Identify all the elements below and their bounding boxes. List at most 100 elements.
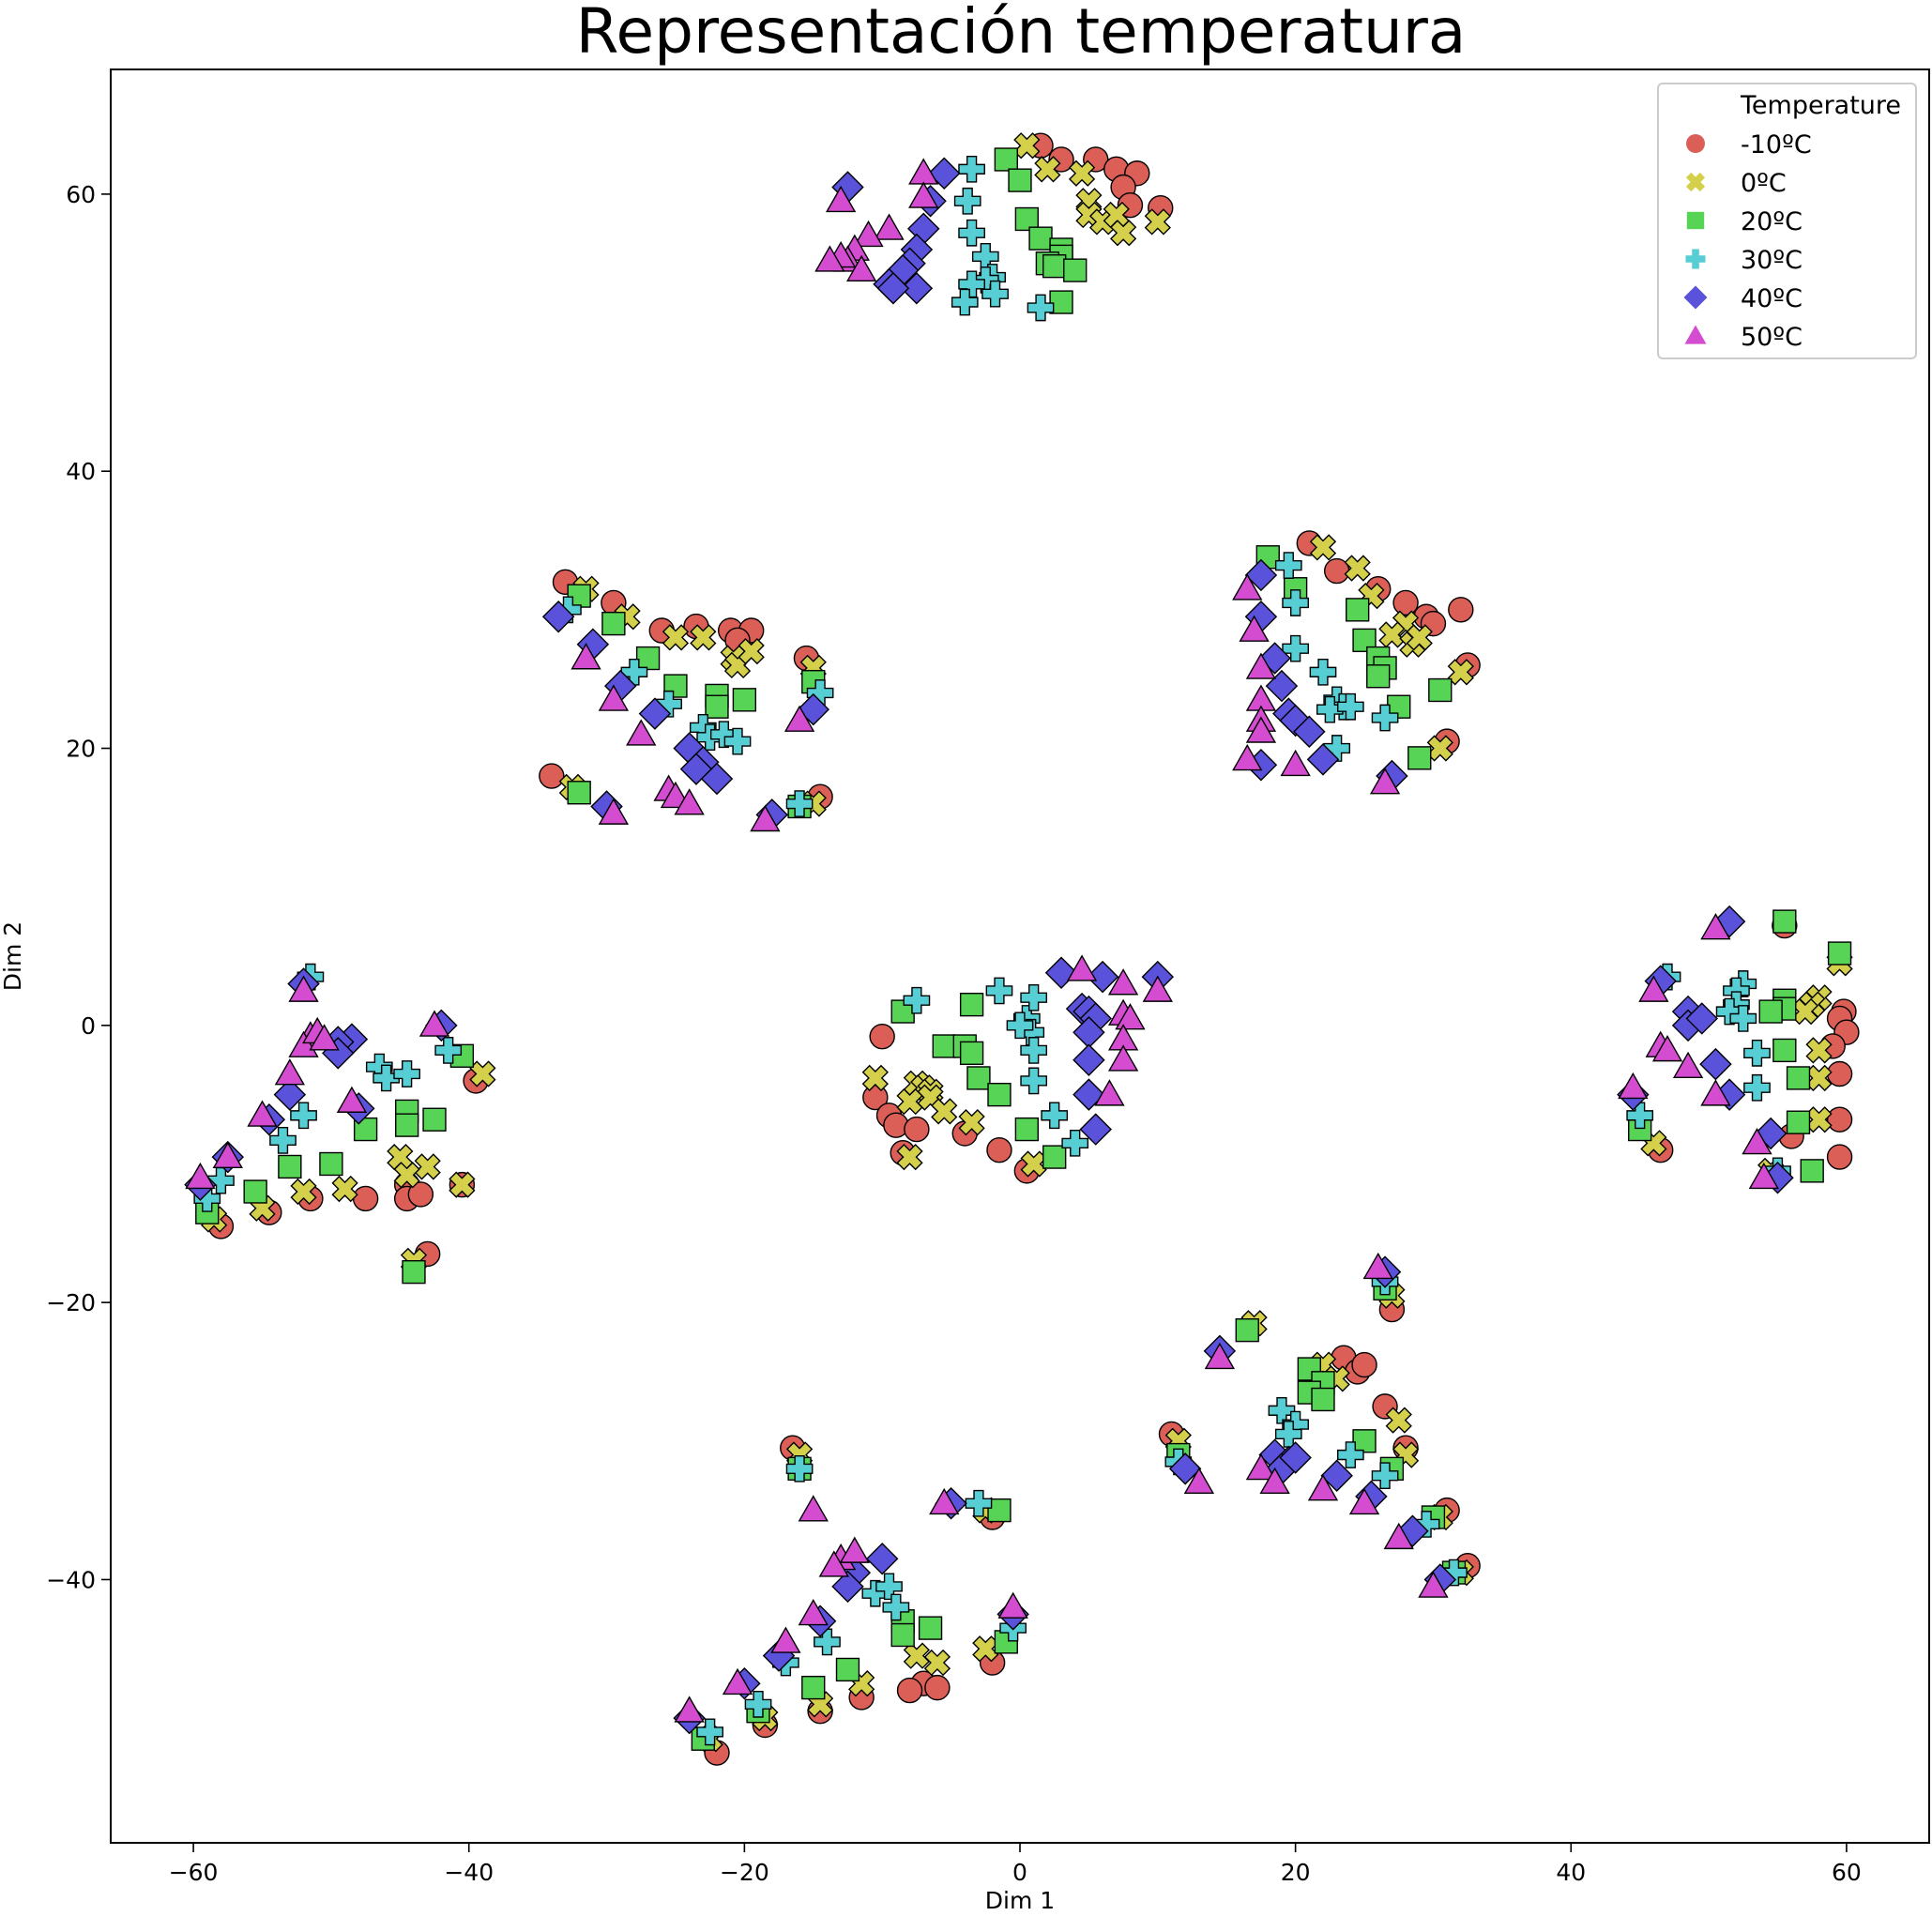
data-point xyxy=(1369,768,1401,795)
data-point xyxy=(869,1023,895,1050)
data-point xyxy=(1447,659,1474,686)
data-point xyxy=(1014,1117,1040,1142)
data-point xyxy=(1204,1342,1236,1370)
data-point xyxy=(1309,534,1337,561)
data-point xyxy=(243,1179,267,1204)
data-point xyxy=(723,727,752,755)
data-point xyxy=(831,1570,864,1604)
data-point xyxy=(407,1181,434,1208)
data-point xyxy=(1791,997,1818,1026)
data-point xyxy=(958,1109,985,1136)
data-point xyxy=(247,1100,278,1127)
x-tick-label: −40 xyxy=(444,1859,494,1886)
data-point xyxy=(1232,573,1263,601)
legend-label: 40ºC xyxy=(1741,284,1803,313)
data-point xyxy=(1316,695,1344,723)
data-point xyxy=(1800,1159,1824,1183)
legend-marker xyxy=(1684,325,1707,344)
data-point xyxy=(825,185,857,213)
series-circle xyxy=(207,132,1860,1766)
data-point xyxy=(908,181,939,208)
data-point xyxy=(1028,226,1053,251)
data-point xyxy=(882,1593,910,1621)
y-tick-label: −40 xyxy=(46,1566,96,1593)
data-point xyxy=(1772,1038,1797,1063)
data-point xyxy=(567,781,591,805)
data-point xyxy=(1406,624,1433,651)
legend-label: 0ºC xyxy=(1741,169,1787,198)
data-point xyxy=(987,1498,1012,1523)
series-plus xyxy=(193,155,1791,1746)
data-point xyxy=(274,1058,306,1086)
data-point xyxy=(185,1162,216,1190)
data-points xyxy=(184,132,1860,1766)
data-point xyxy=(1366,664,1391,689)
data-point xyxy=(958,219,985,247)
data-point xyxy=(1729,970,1757,997)
data-point xyxy=(598,684,630,711)
data-point xyxy=(449,1171,476,1198)
data-point xyxy=(1323,735,1351,762)
data-point xyxy=(1392,589,1419,616)
x-tick-label: 20 xyxy=(1281,1859,1311,1886)
series-square xyxy=(195,147,1852,1751)
data-point xyxy=(981,280,1009,308)
data-point xyxy=(700,762,734,796)
data-point xyxy=(373,1064,400,1092)
data-point xyxy=(1168,1452,1202,1485)
series-triangle xyxy=(185,158,1779,1723)
data-point xyxy=(722,1667,753,1696)
data-point xyxy=(951,288,979,316)
data-point xyxy=(965,1489,993,1517)
legend-label: 30ºC xyxy=(1741,246,1803,275)
data-point xyxy=(393,1162,420,1189)
data-point xyxy=(1107,968,1139,996)
data-point xyxy=(269,1127,297,1154)
data-point xyxy=(986,1137,1012,1163)
data-point xyxy=(626,719,657,746)
data-point xyxy=(1309,658,1337,686)
data-point xyxy=(1672,1051,1704,1079)
data-point xyxy=(690,624,717,651)
data-point xyxy=(900,272,934,305)
data-point xyxy=(1307,1474,1339,1501)
data-point xyxy=(288,975,319,1002)
data-point xyxy=(1306,743,1340,776)
data-point xyxy=(738,638,765,665)
data-point xyxy=(1685,1002,1718,1035)
data-point xyxy=(1626,1102,1654,1130)
data-point xyxy=(1239,615,1270,642)
data-point xyxy=(1786,1110,1811,1134)
legend-label: 50ºC xyxy=(1741,323,1803,352)
data-point xyxy=(1245,652,1277,679)
data-point xyxy=(918,1616,943,1640)
data-point xyxy=(814,245,845,272)
data-point xyxy=(1020,983,1048,1011)
data-point xyxy=(839,1536,870,1563)
data-point xyxy=(1107,1044,1139,1072)
data-point xyxy=(1383,1522,1414,1550)
data-point xyxy=(1428,677,1453,703)
data-point xyxy=(1371,1462,1399,1490)
legend-marker xyxy=(1685,172,1706,192)
data-point xyxy=(336,1086,368,1113)
data-point xyxy=(1020,1150,1047,1178)
data-point xyxy=(1743,1040,1771,1067)
data-point xyxy=(290,1178,317,1206)
data-point xyxy=(904,1116,930,1143)
data-point xyxy=(1715,997,1743,1026)
data-point xyxy=(662,624,690,651)
data-point xyxy=(931,1098,958,1125)
data-point xyxy=(1786,1066,1811,1090)
data-point xyxy=(352,1185,379,1212)
data-point xyxy=(1742,1127,1772,1155)
legend-marker xyxy=(1686,211,1705,230)
data-point xyxy=(1805,1064,1833,1092)
data-point xyxy=(1061,1129,1089,1157)
data-point xyxy=(1320,1459,1353,1492)
data-point xyxy=(932,1034,956,1058)
data-point xyxy=(744,1690,772,1718)
data-point xyxy=(896,1087,923,1116)
